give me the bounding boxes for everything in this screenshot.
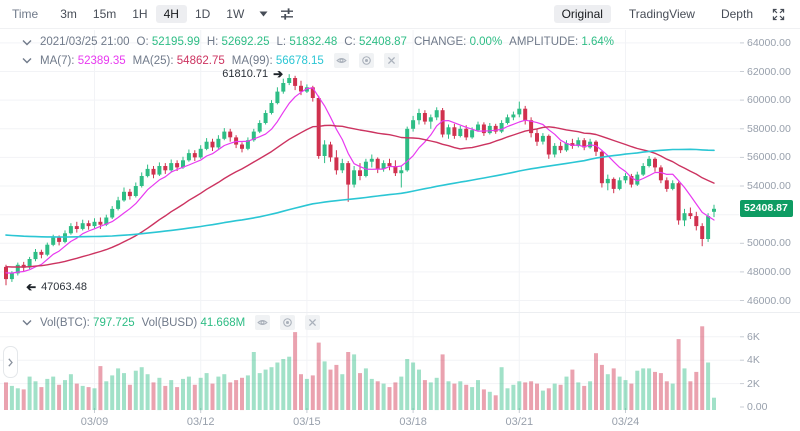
close-icon[interactable] <box>305 315 321 330</box>
volume-readout-row: Vol(BTC): 797.725 Vol(BUSD) 41.668M <box>22 315 321 330</box>
high-label: H: 52692.25 <box>206 36 270 48</box>
interval-group: 3m 15m 1H 4H 1D 1W <box>52 5 252 23</box>
fullscreen-icon[interactable] <box>767 5 790 24</box>
interval-button-1h[interactable]: 1H <box>132 7 148 21</box>
interval-button-4h[interactable]: 4H <box>155 5 187 23</box>
low-annotation-value: 47063.48 <box>41 281 87 294</box>
high-price-annotation: 61810.71 ➔ <box>222 67 283 81</box>
ma99-value: 56678.15 <box>275 54 324 67</box>
interval-button-15m[interactable]: 15m <box>92 7 117 21</box>
vol-busd-label: Vol(BUSD) 41.668M <box>141 316 246 329</box>
close-label: C: 52408.87 <box>344 36 407 48</box>
change-label: CHANGE: 0.00% <box>413 36 503 48</box>
change-value: 0.00% <box>469 36 503 48</box>
vol-btc-value: 797.725 <box>93 316 135 329</box>
vol-btc-label: Vol(BTC): 797.725 <box>40 316 135 329</box>
ohlc-readout-row: 2021/03/25 21:00 O: 52195.99 H: 52692.25… <box>22 36 614 48</box>
ma-readout-row: MA(7): 52389.35 MA(25): 54862.75 MA(99):… <box>22 53 399 68</box>
candle-datetime: 2021/03/25 21:00 <box>40 36 130 48</box>
eye-icon[interactable] <box>255 315 271 330</box>
close-icon[interactable] <box>383 53 399 68</box>
indicator-settings-icon[interactable] <box>280 315 296 330</box>
collapse-chevron-down-icon[interactable] <box>22 57 32 64</box>
collapse-chevron-down-icon[interactable] <box>22 39 32 46</box>
view-button-original[interactable]: Original <box>553 5 611 23</box>
ma7-label: MA(7): 52389.35 <box>40 54 126 67</box>
view-button-depth[interactable]: Depth <box>720 7 753 21</box>
vol-busd-value: 41.668M <box>200 316 246 329</box>
ma25-value: 54862.75 <box>176 54 225 67</box>
view-switch-group: Original TradingView Depth <box>553 5 790 24</box>
high-value: 52692.25 <box>221 36 270 48</box>
chart-toolbar: Time 3m 15m 1H 4H 1D 1W Original TradingView De… <box>0 0 800 28</box>
view-buttons: Original TradingView Depth <box>553 5 761 23</box>
panel-expand-button[interactable] <box>3 346 18 378</box>
ma99-label: MA(99): 56678.15 <box>231 54 324 67</box>
amplitude-label: AMPLITUDE: 1.64% <box>509 36 614 48</box>
eye-icon[interactable] <box>333 53 349 68</box>
chart-settings-sliders-icon[interactable] <box>275 4 299 24</box>
amplitude-value: 1.64% <box>581 36 614 48</box>
chevron-right-icon <box>8 357 13 367</box>
arrow-right-icon: ➔ <box>273 67 284 82</box>
high-annotation-value: 61810.71 <box>222 68 269 81</box>
open-label: O: 52195.99 <box>136 36 200 48</box>
time-label: Time <box>12 7 39 21</box>
low-value: 51832.48 <box>289 36 338 48</box>
interval-button-3m[interactable]: 3m <box>60 7 77 21</box>
close-value: 52408.87 <box>358 36 407 48</box>
ma25-label: MA(25): 54862.75 <box>132 54 225 67</box>
indicator-settings-icon[interactable] <box>358 53 374 68</box>
arrow-left-icon: ➔ <box>26 280 37 295</box>
collapse-chevron-down-icon[interactable] <box>22 319 32 326</box>
last-price-badge: 52408.87 <box>735 200 793 218</box>
view-button-tradingview[interactable]: TradingView <box>628 7 695 21</box>
more-intervals-chevron-down-icon[interactable] <box>255 9 272 19</box>
open-value: 52195.99 <box>151 36 200 48</box>
ma7-value: 52389.35 <box>77 54 126 67</box>
low-label: L: 51832.48 <box>276 36 338 48</box>
interval-button-1w[interactable]: 1W <box>226 7 245 21</box>
interval-button-1d[interactable]: 1D <box>194 7 211 21</box>
low-price-annotation: ➔ 47063.48 <box>26 280 87 294</box>
